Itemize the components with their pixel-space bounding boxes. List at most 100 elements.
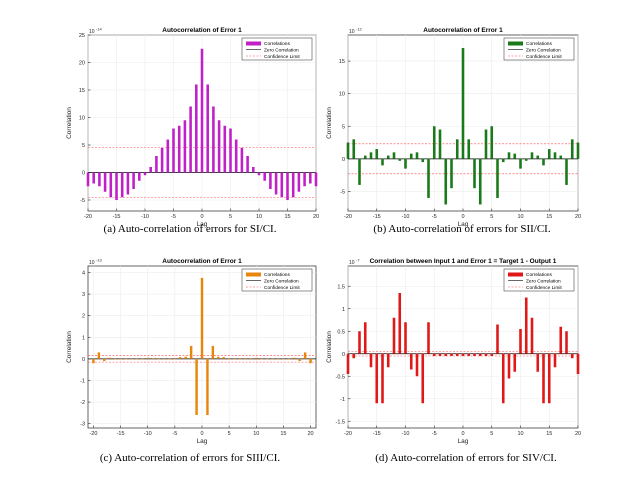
correlation-bar <box>409 153 413 159</box>
legend-swatch-correlations <box>246 41 261 46</box>
y-tick-label: -2 <box>80 400 85 406</box>
chart-title: Autocorrelation of Error 1 <box>162 258 242 265</box>
correlation-bar <box>246 156 249 173</box>
correlation-bar <box>530 152 534 159</box>
legend-label-zero: Zero Correlation <box>526 279 561 285</box>
correlation-bar <box>103 172 107 192</box>
correlation-bar <box>151 358 155 359</box>
correlation-bar <box>126 172 130 195</box>
x-tick-label: 20 <box>308 431 314 437</box>
correlation-bar <box>409 353 413 370</box>
caption-b: (b) Auto-correlation of errors for SII/C… <box>373 223 551 235</box>
correlation-bar <box>132 172 135 189</box>
caption-d: (d) Auto-correlation of errors for SIV/C… <box>375 452 557 464</box>
correlation-bar <box>206 358 209 416</box>
correlation-bar <box>530 317 534 354</box>
y-tick-label: 0 <box>342 352 345 358</box>
correlation-bar <box>421 353 425 404</box>
y-tick-label: -3 <box>80 422 85 428</box>
correlation-bar <box>553 152 557 159</box>
correlation-bar <box>97 352 101 359</box>
x-tick-label: -5 <box>432 431 437 437</box>
correlation-bar <box>222 357 225 359</box>
x-axis-label: Lag <box>458 221 469 228</box>
x-tick-label: 0 <box>200 431 203 437</box>
correlation-bar <box>386 353 390 368</box>
correlation-bar <box>260 358 263 360</box>
correlation-bar <box>263 172 266 181</box>
correlation-bar <box>177 125 181 173</box>
y-axis-label: Correlation <box>326 107 333 139</box>
x-tick-label: -5 <box>172 431 177 437</box>
correlation-bar <box>501 353 505 404</box>
chart-d: -1.5-1-0.500.511.5-20 -15 -10 -5 0 5 10 15 2010-… <box>326 258 581 446</box>
correlation-bar <box>519 329 522 354</box>
correlation-bar <box>86 172 90 187</box>
correlation-bar <box>212 106 215 173</box>
correlation-bar <box>358 158 361 185</box>
y-tick-label: -0.5 <box>336 374 345 380</box>
y-tick-label: -1 <box>340 397 345 403</box>
correlation-bar <box>189 345 193 359</box>
y-tick-label: 5 <box>342 124 345 130</box>
x-tick-label: 5 <box>490 214 493 220</box>
correlation-bar <box>252 167 255 173</box>
y-tick-label: 1.5 <box>337 284 345 290</box>
correlation-bar <box>160 147 164 173</box>
correlation-bar <box>274 172 278 195</box>
correlation-bar <box>130 358 133 360</box>
correlation-bar <box>234 139 238 173</box>
correlation-bar <box>184 356 187 359</box>
correlation-bar <box>162 358 166 360</box>
x-tick-label: 10 <box>253 431 259 437</box>
x-tick-label: 0 <box>461 431 464 437</box>
x-tick-label: -10 <box>141 214 149 220</box>
axis-exponent-base: 10 <box>89 260 95 266</box>
correlation-bar <box>363 322 367 354</box>
correlation-bar <box>524 297 528 354</box>
correlation-bar <box>519 158 522 169</box>
correlation-bar <box>392 152 396 159</box>
correlation-bar <box>559 326 563 354</box>
correlation-bar <box>375 149 379 159</box>
correlation-bar <box>369 152 373 159</box>
correlation-bar <box>98 172 101 187</box>
correlation-bar <box>143 172 147 176</box>
correlation-bar <box>200 48 204 173</box>
axis-exponent-power: -14 <box>96 27 103 32</box>
x-tick-label: 5 <box>229 214 232 220</box>
correlation-bar <box>478 158 482 205</box>
correlation-bar <box>195 84 198 173</box>
correlation-bar <box>146 357 149 359</box>
correlation-bar <box>120 172 124 198</box>
correlation-bar <box>271 358 274 360</box>
correlation-bar <box>249 358 253 359</box>
x-tick-label: 0 <box>200 214 203 220</box>
correlation-bar <box>415 353 419 377</box>
correlation-bar <box>113 358 117 360</box>
correlation-bar <box>257 172 261 176</box>
x-tick-label: -15 <box>373 431 381 437</box>
x-tick-label: 15 <box>280 431 286 437</box>
correlation-bar <box>282 358 285 360</box>
caption-a: (a) Auto-correlation of errors for SI/CI… <box>103 223 277 235</box>
correlation-bar <box>524 158 528 161</box>
correlation-bar <box>179 357 182 359</box>
correlation-bar <box>280 172 284 198</box>
y-tick-label: 2 <box>82 314 85 320</box>
correlation-bar <box>155 156 158 173</box>
x-tick-label: -15 <box>113 214 121 220</box>
correlation-bar <box>501 158 505 163</box>
correlation-bar <box>444 353 448 356</box>
correlation-bar <box>238 358 242 360</box>
correlation-bar <box>553 353 557 368</box>
x-tick-label: -5 <box>171 214 176 220</box>
correlation-bar <box>461 353 465 356</box>
correlation-bar <box>293 357 296 359</box>
y-tick-label: 10 <box>79 116 85 122</box>
y-axis-label: Correlation <box>66 331 73 363</box>
chart-panel-b: -5 0 5 10 15 -20 -15 -10 -5 0 5 10 15 20 10 -12 Autocorr… <box>320 22 600 240</box>
x-tick-label: 15 <box>546 214 552 220</box>
correlation-bar <box>157 358 160 360</box>
